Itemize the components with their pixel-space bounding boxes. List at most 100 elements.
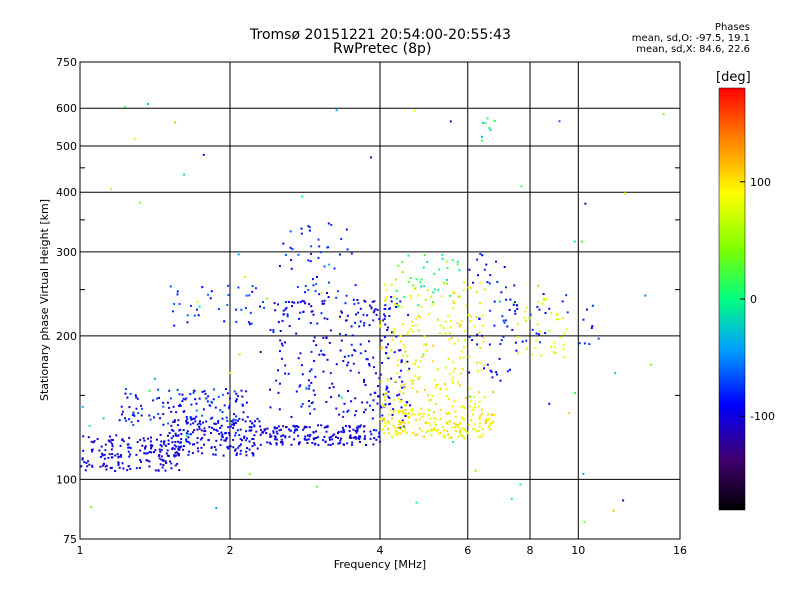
data-point [310, 310, 313, 313]
data-point [534, 346, 537, 349]
data-point [237, 253, 240, 256]
data-point [446, 282, 449, 285]
data-point [337, 442, 340, 445]
data-point [173, 454, 176, 457]
data-point [236, 419, 239, 422]
data-point [236, 395, 239, 398]
data-point [309, 412, 312, 415]
data-point [448, 338, 451, 341]
data-point [347, 354, 350, 357]
data-point [182, 410, 185, 413]
data-point [383, 419, 385, 422]
data-point [327, 222, 330, 225]
data-point [249, 311, 252, 314]
data-point [200, 429, 203, 432]
data-point [320, 349, 323, 352]
data-point [195, 402, 198, 405]
data-point [227, 447, 230, 450]
data-point [176, 290, 179, 293]
data-point [479, 346, 482, 349]
data-point [445, 278, 448, 281]
data-point [146, 103, 149, 105]
data-point [160, 445, 163, 448]
data-point [406, 333, 409, 336]
data-point [450, 436, 453, 439]
data-point [329, 372, 332, 375]
data-point [284, 253, 287, 256]
data-point [375, 429, 378, 432]
data-point [408, 412, 410, 415]
data-point [514, 310, 517, 313]
data-point [340, 310, 343, 313]
data-point [401, 271, 404, 274]
data-point [127, 446, 130, 449]
data-point [392, 332, 395, 335]
data-point [301, 195, 304, 198]
data-point [160, 440, 163, 443]
data-point [216, 429, 219, 432]
data-point [308, 226, 311, 229]
data-point [132, 424, 135, 426]
data-point [154, 449, 157, 452]
data-point [348, 425, 351, 427]
data-point [255, 430, 258, 433]
data-point [86, 465, 89, 468]
data-point [120, 454, 122, 457]
data-point [313, 359, 316, 362]
data-point [483, 364, 486, 367]
data-point [352, 436, 355, 439]
data-point [456, 260, 459, 263]
data-point [350, 400, 353, 403]
data-point [128, 455, 131, 458]
data-point [268, 441, 271, 444]
data-point [238, 434, 241, 437]
data-point [448, 332, 451, 335]
data-point [178, 393, 181, 396]
data-point [150, 445, 153, 448]
data-point [335, 436, 337, 438]
data-point [121, 438, 124, 441]
data-point [135, 467, 138, 470]
data-point [232, 438, 235, 441]
data-point [230, 420, 233, 423]
data-point [539, 341, 541, 344]
data-point [226, 304, 229, 307]
data-point [563, 332, 566, 335]
data-point [279, 441, 282, 444]
data-point [174, 121, 177, 124]
data-point [162, 405, 165, 408]
data-point [391, 417, 394, 420]
x-tick-label: 8 [527, 544, 534, 557]
data-point [207, 293, 210, 296]
data-point [331, 434, 334, 437]
data-point [418, 376, 421, 379]
data-point [135, 453, 138, 456]
data-point [149, 440, 152, 443]
data-point [421, 415, 424, 418]
data-point [186, 430, 189, 433]
data-point [323, 426, 326, 429]
data-point [172, 435, 175, 438]
data-point [173, 444, 176, 447]
data-point [201, 286, 204, 289]
data-point [478, 317, 481, 320]
data-point [474, 405, 477, 408]
data-point [182, 429, 185, 432]
data-point [411, 431, 414, 434]
data-point [460, 320, 463, 323]
data-point [322, 336, 325, 339]
data-point [357, 437, 360, 439]
x-tick-label: 6 [464, 544, 471, 557]
data-point [591, 304, 594, 307]
data-point [247, 321, 250, 324]
data-point [404, 409, 407, 411]
data-point [407, 369, 410, 372]
data-point [189, 417, 192, 420]
data-point [110, 441, 113, 444]
data-point [400, 385, 403, 388]
data-point [368, 363, 371, 365]
data-point [177, 419, 180, 422]
data-point [278, 408, 281, 411]
data-point [458, 295, 461, 298]
data-point [512, 303, 515, 306]
